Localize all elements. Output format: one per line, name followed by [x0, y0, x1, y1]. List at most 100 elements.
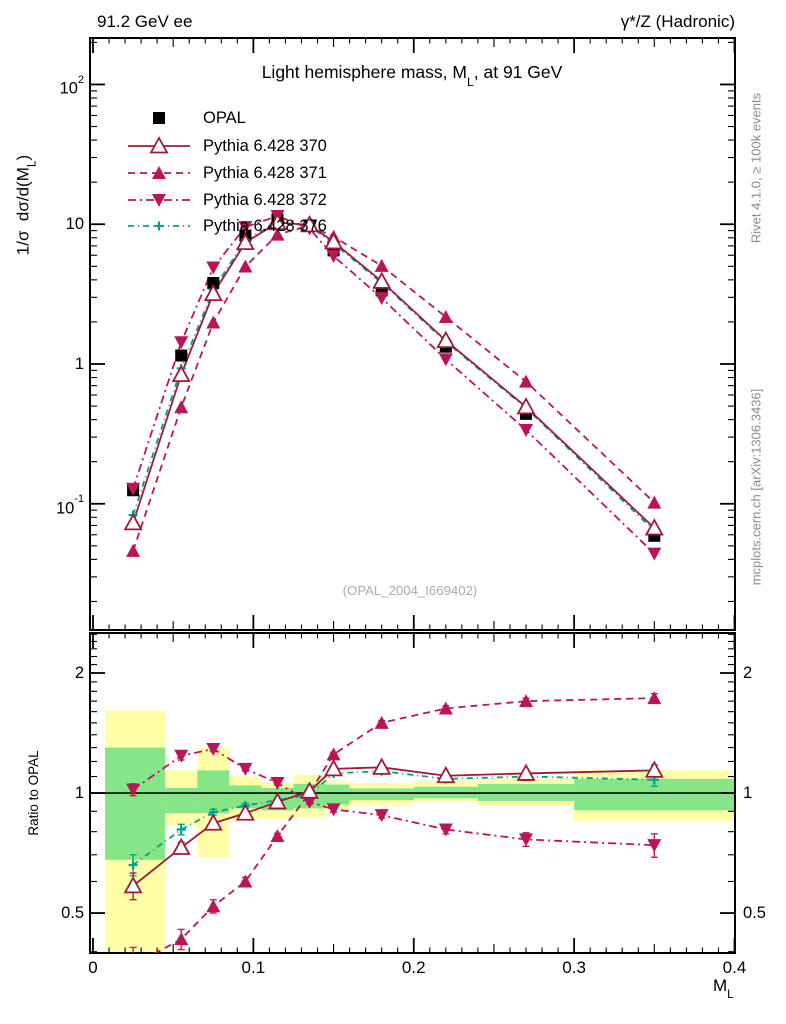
legend-item-label: Pythia 6.428 370	[203, 136, 327, 155]
data-point-triangle-up	[174, 400, 189, 414]
green-band-rect	[229, 785, 262, 809]
data-point-triangle-up	[270, 227, 285, 241]
data-point-open-triangle	[171, 364, 191, 382]
x-tick-label: 0.3	[562, 958, 586, 977]
data-point-triangle-up	[519, 374, 534, 388]
data-point-open-triangle	[235, 232, 255, 250]
legend-item-label: Pythia 6.428 371	[203, 163, 327, 182]
analysis-id-watermark: (OPAL_2004_I669402)	[342, 583, 478, 598]
data-point-triangle-down	[374, 292, 389, 306]
legend-item-label: Pythia 6.428 372	[203, 190, 327, 209]
data-point-triangle-up	[126, 958, 140, 971]
data-point-open-triangle	[436, 765, 456, 784]
data-point-open-triangle	[436, 330, 456, 349]
x-axis-label-subscript: L	[727, 987, 734, 1002]
data-point-triangle-down	[438, 823, 453, 837]
x-axis-label-text: M	[713, 976, 728, 995]
data-point-triangle-up	[238, 874, 253, 888]
data-point-square	[207, 276, 220, 289]
main-y-axis-label-subscript: L	[24, 160, 39, 168]
data-point-open-triangle	[203, 813, 223, 831]
data-point-triangle-up	[647, 495, 662, 509]
data-point-open-triangle	[123, 876, 143, 894]
data-point-open-triangle	[299, 214, 320, 233]
data-point-open-triangle	[372, 271, 392, 289]
data-point-triangle-down	[174, 336, 189, 350]
data-point-triangle-up	[519, 694, 534, 708]
ratio-y-tick-label: 1	[74, 784, 84, 803]
data-point-open-triangle	[299, 781, 320, 799]
data-point-triangle-down	[326, 803, 341, 817]
data-point-triangle-up	[174, 932, 189, 946]
main-y-tick-label: 10	[65, 215, 84, 234]
x-tick-label: 0.1	[241, 958, 266, 977]
data-point-triangle-down	[302, 795, 317, 809]
main-y-tick-label: 102	[59, 73, 84, 98]
ratio-y-tick-label-right: 1	[743, 784, 753, 803]
data-point-triangle-up	[238, 259, 253, 273]
plot-title-suffix: , at 91 GeV	[473, 62, 563, 82]
ratio-y-tick-label: 2	[74, 664, 84, 683]
data-point-open-triangle	[171, 837, 191, 855]
data-point-triangle-up	[326, 747, 341, 761]
green-band-rect	[197, 770, 230, 814]
data-point-open-triangle	[644, 518, 664, 536]
main-y-tick-label: 1	[74, 355, 84, 373]
main-panel-series	[123, 210, 664, 561]
data-point-open-triangle	[267, 792, 287, 810]
ratio-panel-series	[123, 691, 664, 971]
data-point-open-triangle	[324, 231, 344, 250]
ratio-y-axis-label: Ratio to OPAL	[26, 750, 42, 836]
data-point-triangle-up	[374, 258, 389, 272]
data-point-triangle-down	[238, 221, 253, 235]
data-point-open-triangle	[235, 803, 255, 821]
legend-swatch-pythia	[128, 136, 190, 154]
x-tick-label: 0.4	[722, 958, 747, 977]
data-point-open-triangle	[267, 212, 287, 231]
x-tick-label: 0	[88, 958, 98, 977]
data-point-square	[175, 349, 188, 362]
ratio-y-tick-label-right: 2	[743, 664, 753, 683]
data-point-open-triangle	[203, 283, 223, 301]
legend-item-label: Pythia 6.428 376	[203, 216, 327, 235]
data-point-open-triangle	[372, 757, 392, 775]
main-y-axis-label-text: 1/σ dσ/d(M	[13, 167, 33, 256]
main-y-tick-label: 10-1	[55, 492, 84, 518]
data-point-triangle-down	[647, 839, 662, 853]
data-point-open-triangle	[324, 758, 344, 777]
data-point-triangle-down	[270, 776, 285, 790]
data-point-triangle-up	[438, 701, 453, 715]
series-curve-pythia-6-428-376	[132, 770, 655, 866]
data-point-triangle-down	[374, 809, 389, 823]
data-point-open-triangle	[516, 763, 536, 781]
main-panel-frame	[89, 37, 736, 631]
data-point-triangle-down	[206, 742, 221, 756]
data-point-triangle-up	[126, 543, 141, 557]
legend-swatch-opal	[153, 112, 165, 124]
legend-swatch-pythia	[128, 221, 190, 231]
process-label: γ*/Z (Hadronic)	[620, 12, 735, 31]
data-point-open-triangle	[516, 397, 536, 415]
data-point-open-triangle	[123, 513, 143, 531]
plot-title-subscript: L	[466, 74, 474, 89]
rivet-version-note: Rivet 4.1.0, ≥ 100k events	[748, 92, 764, 244]
x-axis-label: ML	[713, 976, 734, 1002]
legend-item-label: OPAL	[203, 108, 246, 127]
data-point-triangle-up	[206, 315, 221, 329]
data-point-triangle-down	[238, 762, 253, 776]
ratio-y-tick-label: 0.5	[61, 904, 84, 923]
data-point-triangle-down	[519, 833, 534, 847]
plot-title-text: Light hemisphere mass, M	[261, 62, 467, 82]
data-point-triangle-down	[438, 353, 453, 367]
data-point-triangle-down	[126, 783, 141, 797]
data-point-triangle-down	[126, 482, 141, 496]
series-curve-pythia-6-428-376	[132, 221, 655, 532]
series-curve-pythia-6-428-371	[153, 697, 655, 953]
data-point-triangle-down	[326, 250, 341, 264]
legend-swatch-pythia	[128, 194, 190, 207]
data-point-triangle-down	[174, 749, 189, 763]
green-band-rect	[165, 787, 198, 814]
legend-swatch-pythia	[128, 166, 190, 179]
